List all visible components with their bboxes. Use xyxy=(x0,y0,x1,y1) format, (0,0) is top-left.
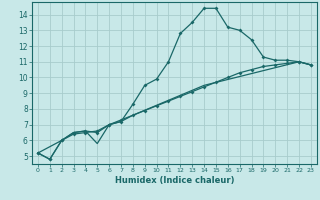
X-axis label: Humidex (Indice chaleur): Humidex (Indice chaleur) xyxy=(115,176,234,185)
